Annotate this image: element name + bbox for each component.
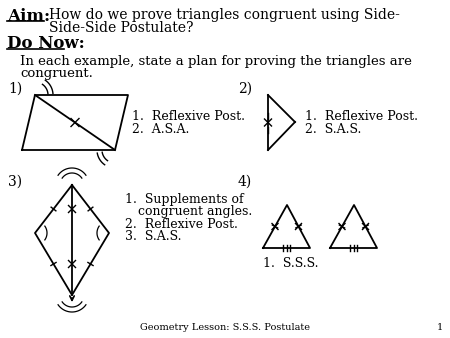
Text: Aim:: Aim: [7, 8, 50, 25]
Text: 1: 1 [437, 323, 443, 332]
Text: 3): 3) [8, 175, 22, 189]
Text: congruent angles.: congruent angles. [138, 205, 252, 218]
Text: Geometry Lesson: S.S.S. Postulate: Geometry Lesson: S.S.S. Postulate [140, 323, 310, 332]
Text: 2.  S.A.S.: 2. S.A.S. [305, 123, 361, 136]
Text: 1.  Reflexive Post.: 1. Reflexive Post. [132, 110, 245, 123]
Text: 4): 4) [238, 175, 252, 189]
Text: 1): 1) [8, 82, 22, 96]
Text: 1.  Reflexive Post.: 1. Reflexive Post. [305, 110, 418, 123]
Text: Do Now:: Do Now: [7, 35, 85, 52]
Text: 3.  S.A.S.: 3. S.A.S. [125, 230, 181, 243]
Text: 1.  S.S.S.: 1. S.S.S. [263, 257, 319, 270]
Text: 2): 2) [238, 82, 252, 96]
Text: Side-Side Postulate?: Side-Side Postulate? [49, 21, 194, 35]
Text: 2.  A.S.A.: 2. A.S.A. [132, 123, 189, 136]
Text: 2.  Reflexive Post.: 2. Reflexive Post. [125, 218, 238, 231]
Text: In each example, state a plan for proving the triangles are: In each example, state a plan for provin… [20, 55, 412, 68]
Text: How do we prove triangles congruent using Side-: How do we prove triangles congruent usin… [49, 8, 400, 22]
Text: congruent.: congruent. [20, 67, 93, 80]
Text: 1.  Supplements of: 1. Supplements of [125, 193, 243, 206]
